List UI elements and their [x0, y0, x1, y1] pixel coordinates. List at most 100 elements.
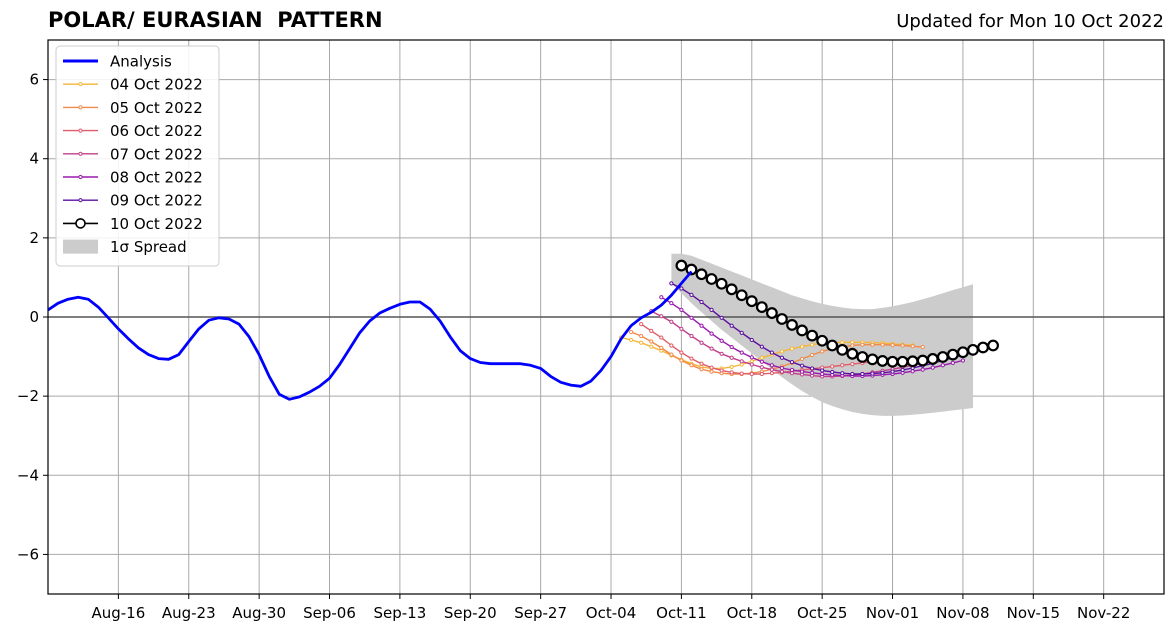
forecast-point	[779, 365, 785, 371]
forecast-point	[830, 364, 835, 369]
legend-marker-forecast	[78, 128, 83, 133]
forecast-point	[699, 361, 704, 366]
forecast-point	[669, 281, 674, 286]
legend-swatch-spread	[63, 239, 98, 254]
x-tick-label: Nov-01	[866, 604, 919, 622]
forecast-point	[699, 299, 704, 305]
x-tick-label: Oct-18	[727, 604, 777, 622]
forecast-point	[759, 355, 764, 360]
forecast-point	[940, 363, 945, 368]
x-tick-label: Oct-25	[797, 604, 847, 622]
forecast-point	[699, 367, 704, 372]
forecast-point	[880, 342, 885, 347]
forecast-point	[900, 343, 905, 348]
forecast-point	[709, 331, 714, 336]
forecast-point	[866, 353, 879, 366]
forecast-point	[659, 314, 664, 319]
forecast-point	[796, 324, 808, 337]
forecast-point	[769, 367, 774, 372]
forecast-point	[705, 273, 718, 285]
forecast-point	[699, 323, 704, 328]
forecast-point	[820, 349, 825, 354]
legend-marker-forecast	[78, 82, 83, 87]
forecast-point	[679, 350, 684, 355]
forecast-point	[789, 367, 795, 373]
forecast-point	[749, 371, 754, 377]
forecast-point	[799, 369, 805, 374]
forecast-point	[679, 358, 684, 363]
forecast-point	[755, 301, 768, 314]
forecast-point	[685, 263, 698, 276]
chart-subtitle: Updated for Mon 10 Oct 2022	[896, 11, 1164, 32]
forecast-point	[659, 345, 664, 350]
forecast-point	[659, 295, 664, 300]
forecast-point	[826, 339, 839, 352]
forecast-point	[840, 363, 845, 368]
forecast-point	[629, 329, 634, 335]
forecast-point	[850, 371, 855, 377]
forecast-point	[679, 286, 684, 291]
legend-marker-forecast	[78, 105, 83, 110]
forecast-point	[689, 292, 694, 297]
forecast-point	[856, 351, 869, 363]
forecast-point	[890, 342, 895, 348]
forecast-layer	[618, 259, 999, 379]
x-tick-label: Nov-08	[936, 604, 989, 622]
forecast-point	[896, 355, 909, 368]
forecast-point	[799, 356, 805, 362]
forecast-point	[926, 353, 939, 365]
forecast-point	[900, 367, 905, 373]
forecast-point	[850, 343, 855, 348]
forecast-point	[916, 354, 929, 367]
forecast-point	[799, 363, 805, 368]
y-tick-label: 6	[29, 71, 39, 89]
forecast-point	[870, 371, 875, 376]
legend-marker-forecast	[78, 198, 83, 203]
forecast-point	[860, 342, 865, 347]
legend-box	[55, 45, 220, 267]
forecast-point	[936, 351, 949, 363]
forecast-point	[699, 340, 704, 345]
forecast-point	[689, 315, 694, 320]
forecast-point	[695, 268, 708, 281]
forecast-point	[729, 355, 734, 360]
forecast-point	[689, 333, 694, 339]
forecast-point	[930, 365, 935, 370]
forecast-point	[840, 340, 845, 345]
forecast-point	[810, 366, 815, 371]
forecast-point	[669, 301, 674, 306]
forecast-point	[850, 361, 855, 367]
forecast-point	[876, 355, 889, 367]
forecast-point	[719, 338, 724, 343]
forecast-point	[639, 333, 644, 339]
forecast-point	[840, 371, 845, 376]
y-tick-label: −6	[17, 545, 39, 563]
forecast-point	[739, 350, 744, 355]
forecast-point	[779, 355, 785, 360]
legend-marker-forecast	[75, 218, 86, 229]
forecast-point	[977, 341, 989, 354]
forecast-point	[729, 364, 734, 369]
forecast-point	[846, 347, 859, 360]
forecast-point	[739, 359, 744, 364]
legend-label-forecast: 10 Oct 2022	[110, 215, 203, 233]
y-tick-label: 0	[29, 308, 39, 326]
forecast-point	[709, 365, 714, 370]
forecast-point	[820, 371, 825, 377]
forecast-point	[836, 343, 849, 356]
forecast-point	[870, 342, 875, 347]
forecast-point	[759, 344, 764, 349]
forecast-point	[820, 368, 825, 373]
forecast-point	[957, 346, 969, 359]
x-tick-label: Aug-30	[232, 604, 286, 622]
forecast-point	[649, 339, 654, 344]
legend-label-forecast: 06 Oct 2022	[110, 122, 203, 140]
forecast-point	[739, 330, 744, 335]
x-tick-label: Nov-15	[1007, 604, 1060, 622]
legend-label-forecast: 05 Oct 2022	[110, 99, 203, 117]
forecast-point	[669, 319, 674, 324]
forecast-point	[786, 319, 798, 331]
forecast-point	[709, 307, 714, 312]
forecast-point	[639, 340, 644, 345]
forecast-point	[709, 346, 714, 351]
